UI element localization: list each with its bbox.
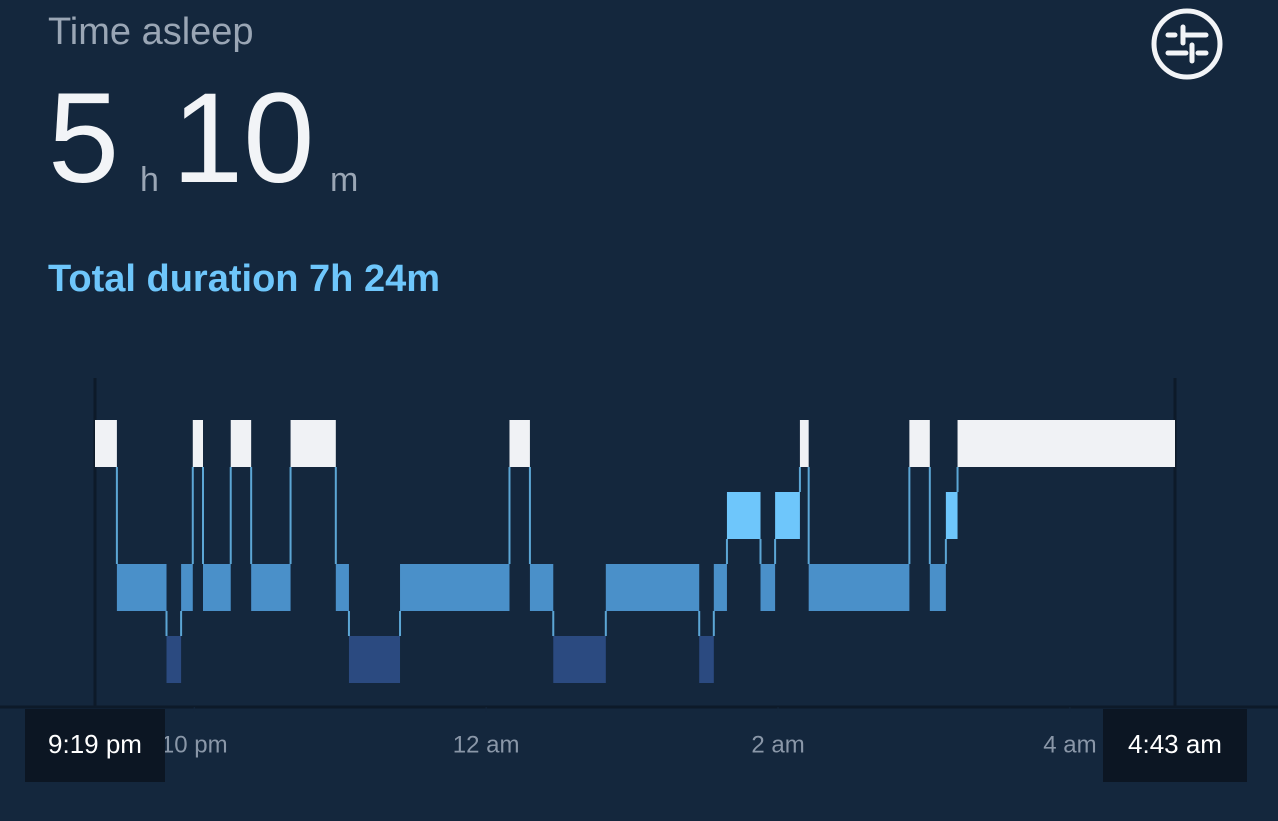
end-label: 4:43 am — [1128, 729, 1222, 759]
stage-segment — [400, 564, 510, 611]
hours-value: 5 — [48, 67, 119, 210]
stage-segment — [553, 636, 606, 683]
stage-segment — [335, 564, 349, 611]
title: Time asleep — [48, 11, 254, 53]
minutes-unit: m — [330, 161, 358, 199]
stage-segment — [713, 564, 727, 611]
hours-unit: h — [140, 161, 159, 199]
stage-segment — [509, 420, 530, 467]
stage-segment — [929, 564, 946, 611]
x-tick-label: 2 am — [751, 731, 804, 758]
stage-segment — [230, 420, 252, 467]
x-tick-label: 4 am — [1043, 731, 1096, 758]
filter-button[interactable] — [1151, 8, 1223, 80]
stage-segment — [181, 564, 193, 611]
stage-segment — [348, 636, 401, 683]
stage-segment — [116, 564, 167, 611]
stage-segment — [726, 492, 761, 539]
filter-icon[interactable] — [1165, 24, 1209, 64]
start-label: 9:19 pm — [48, 729, 142, 759]
stage-segment — [808, 564, 910, 611]
stage-segment — [166, 636, 182, 683]
stage-segment — [192, 420, 203, 467]
total-duration: Total duration 7h 24m — [48, 258, 440, 300]
stage-segment — [605, 564, 700, 611]
x-tick-label: 12 am — [453, 731, 520, 758]
stage-segment — [775, 492, 800, 539]
end-badge — [1103, 709, 1247, 782]
x-tick-label: 10 pm — [161, 731, 228, 758]
stage-segment — [699, 636, 714, 683]
stage-segment — [251, 564, 291, 611]
stage-segment — [945, 492, 958, 539]
stage-segment — [760, 564, 776, 611]
stage-segment — [799, 420, 809, 467]
stage-segment — [957, 420, 1175, 467]
stage-segment — [909, 420, 930, 467]
stage-segment — [529, 564, 554, 611]
start-badge — [25, 709, 165, 782]
stage-segment — [203, 564, 231, 611]
filter-icon-ring[interactable] — [1151, 8, 1223, 80]
stage-segment — [95, 420, 117, 467]
minutes-value: 10 — [172, 67, 314, 210]
stage-segment — [290, 420, 336, 467]
